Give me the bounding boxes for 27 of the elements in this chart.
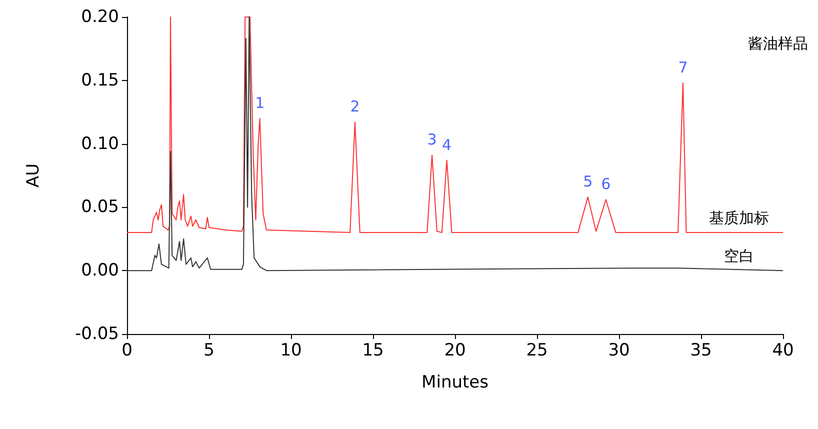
series-label: 基质加标 <box>709 209 769 228</box>
y-axis-title: AU <box>24 163 44 188</box>
y-tick-label: 0.10 <box>81 134 119 154</box>
x-axis-title: Minutes <box>422 372 489 392</box>
y-tick-label: 0.15 <box>81 70 119 90</box>
x-tick-label: 40 <box>772 340 794 360</box>
annotation: 4 <box>442 136 452 154</box>
annotation: 6 <box>601 175 611 194</box>
annotation: 3 <box>427 130 437 149</box>
y-tick-label: 0.00 <box>81 260 119 281</box>
annotation: 酱油样品 <box>748 34 808 52</box>
x-tick-label: 10 <box>280 340 302 360</box>
x-tick-label: 0 <box>122 340 132 360</box>
y-tick-label: 0.05 <box>81 197 119 218</box>
x-tick-label: 25 <box>526 340 548 360</box>
annotation: 2 <box>350 98 360 116</box>
x-tick-label: 5 <box>204 340 214 360</box>
annotation: 5 <box>583 172 593 191</box>
series-label: 空白 <box>724 247 754 266</box>
x-tick-label: 20 <box>444 340 466 360</box>
x-tick-label: 30 <box>608 340 630 360</box>
annotation: 7 <box>678 58 688 76</box>
y-tick-label: -0.05 <box>75 324 119 344</box>
annotation: 1 <box>255 94 265 112</box>
x-tick-label: 35 <box>690 340 712 360</box>
y-tick-label: 0.20 <box>81 7 119 27</box>
x-tick-label: 15 <box>362 340 384 360</box>
